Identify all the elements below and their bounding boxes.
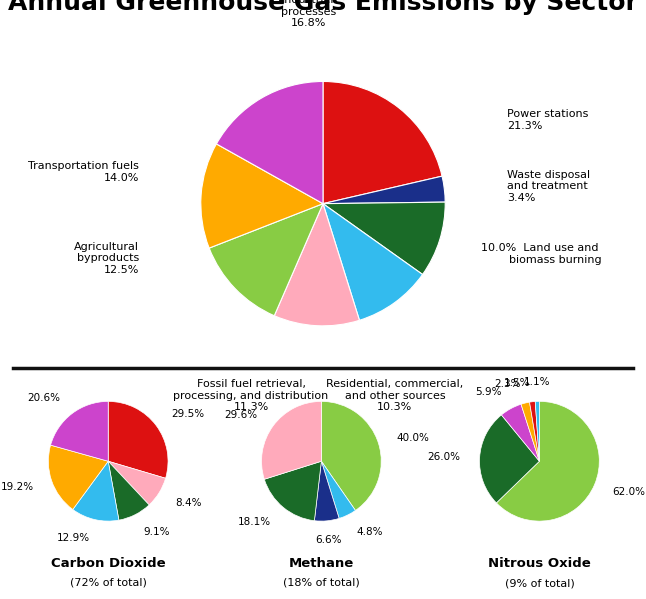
Wedge shape bbox=[209, 204, 323, 316]
Wedge shape bbox=[109, 461, 149, 520]
Text: 26.0%: 26.0% bbox=[428, 452, 461, 462]
Wedge shape bbox=[536, 401, 539, 461]
Text: Nitrous Oxide: Nitrous Oxide bbox=[488, 557, 591, 570]
Text: Power stations
21.3%: Power stations 21.3% bbox=[507, 110, 589, 131]
Wedge shape bbox=[323, 176, 445, 204]
Text: 5.9%: 5.9% bbox=[475, 387, 501, 397]
Wedge shape bbox=[315, 461, 339, 521]
Text: 29.6%: 29.6% bbox=[225, 410, 258, 419]
Wedge shape bbox=[48, 445, 109, 510]
Text: Fossil fuel retrieval,
processing, and distribution
11.3%: Fossil fuel retrieval, processing, and d… bbox=[174, 379, 329, 412]
Wedge shape bbox=[323, 81, 442, 204]
Text: (18% of total): (18% of total) bbox=[283, 578, 360, 588]
Text: Carbon Dioxide: Carbon Dioxide bbox=[51, 557, 165, 570]
Wedge shape bbox=[322, 461, 355, 518]
Text: 29.5%: 29.5% bbox=[172, 409, 205, 419]
Text: Waste disposal
and treatment
3.4%: Waste disposal and treatment 3.4% bbox=[507, 170, 590, 203]
Text: 2.3%: 2.3% bbox=[494, 379, 521, 389]
Text: 8.4%: 8.4% bbox=[176, 498, 202, 508]
Text: 9.1%: 9.1% bbox=[143, 527, 171, 537]
Wedge shape bbox=[530, 401, 539, 461]
Text: 1.1%: 1.1% bbox=[523, 377, 550, 387]
Wedge shape bbox=[73, 461, 119, 521]
Wedge shape bbox=[479, 415, 539, 503]
Text: (9% of total): (9% of total) bbox=[505, 578, 574, 588]
Text: 10.0%  Land use and
        biomass burning: 10.0% Land use and biomass burning bbox=[481, 243, 602, 265]
Text: 1.5%: 1.5% bbox=[504, 378, 530, 388]
Text: 40.0%: 40.0% bbox=[397, 432, 430, 443]
Wedge shape bbox=[216, 81, 323, 204]
Text: (72% of total): (72% of total) bbox=[70, 578, 147, 588]
Text: Industrial
processes
16.8%: Industrial processes 16.8% bbox=[281, 0, 337, 28]
Wedge shape bbox=[50, 401, 109, 461]
Wedge shape bbox=[108, 401, 168, 478]
Wedge shape bbox=[109, 461, 165, 505]
Wedge shape bbox=[264, 461, 322, 521]
Text: 18.1%: 18.1% bbox=[238, 517, 271, 527]
Wedge shape bbox=[275, 204, 359, 326]
Title: Annual Greenhouse Gas Emissions by Sector: Annual Greenhouse Gas Emissions by Secto… bbox=[8, 0, 638, 15]
Wedge shape bbox=[501, 404, 539, 461]
Text: Methane: Methane bbox=[289, 557, 354, 570]
Text: 19.2%: 19.2% bbox=[1, 482, 34, 492]
Wedge shape bbox=[321, 401, 381, 510]
Text: 12.9%: 12.9% bbox=[57, 533, 90, 543]
Text: 6.6%: 6.6% bbox=[315, 535, 342, 545]
Wedge shape bbox=[323, 202, 445, 274]
Text: Agricultural
byproducts
12.5%: Agricultural byproducts 12.5% bbox=[74, 241, 139, 275]
Wedge shape bbox=[262, 401, 322, 479]
Text: 62.0%: 62.0% bbox=[612, 487, 645, 497]
Text: Residential, commercial,
and other sources
10.3%: Residential, commercial, and other sourc… bbox=[326, 379, 464, 412]
Wedge shape bbox=[201, 144, 323, 248]
Text: 4.8%: 4.8% bbox=[356, 527, 382, 537]
Wedge shape bbox=[496, 401, 599, 521]
Text: 20.6%: 20.6% bbox=[27, 394, 61, 403]
Wedge shape bbox=[521, 402, 539, 461]
Wedge shape bbox=[323, 204, 422, 320]
Text: Transportation fuels
14.0%: Transportation fuels 14.0% bbox=[28, 161, 139, 183]
